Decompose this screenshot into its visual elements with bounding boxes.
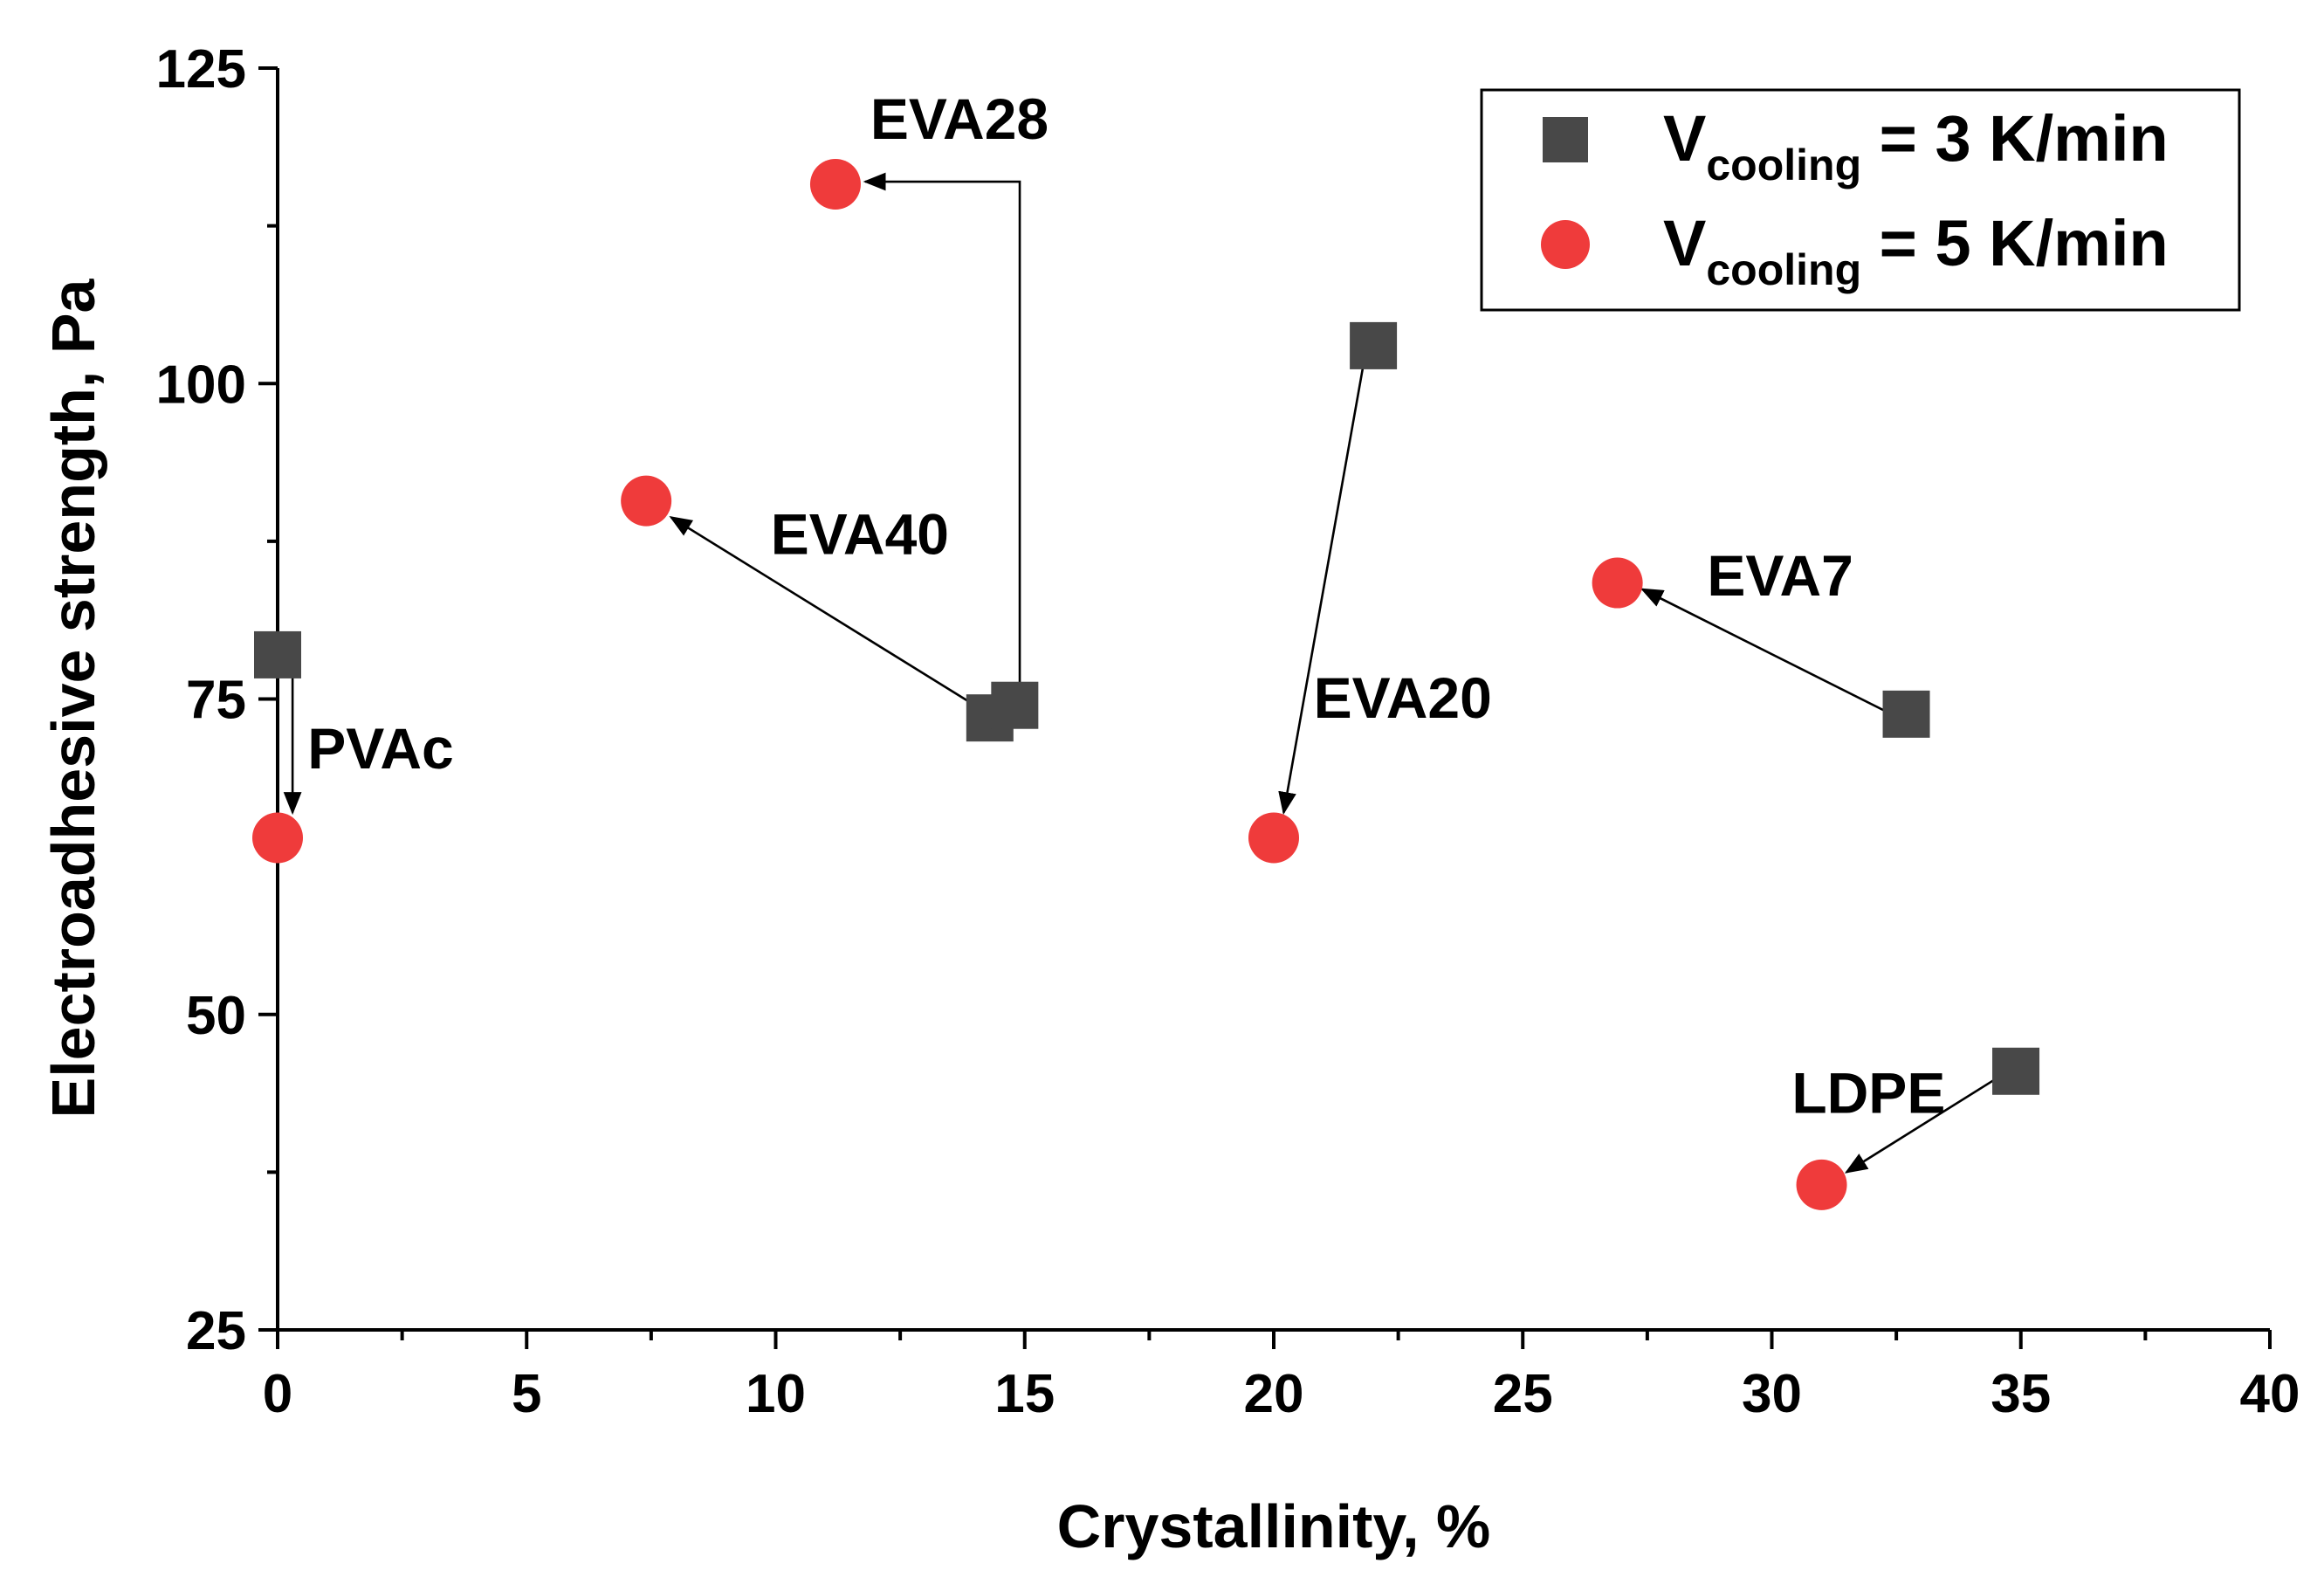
circle-marker	[252, 812, 303, 864]
circle-marker	[621, 475, 672, 527]
square-marker	[1350, 321, 1398, 369]
square-marker	[254, 630, 301, 678]
legend-label: Vcooling = 3 K/min	[1663, 102, 2169, 189]
x-ticks: 0 5 10 15 20 25 30 35 40	[263, 1330, 2300, 1424]
legend: Vcooling = 3 K/min Vcooling = 5 K/min	[1480, 88, 2241, 312]
y-tick-label: 50	[186, 986, 246, 1046]
legend-box	[1480, 88, 2241, 312]
y-axis-label: Electroadhesive strength, Pa	[39, 278, 107, 1118]
annotation-label: EVA20	[1314, 665, 1492, 730]
annotation-label: PVAc	[307, 716, 454, 781]
x-tick-label: 30	[1742, 1364, 1802, 1424]
x-tick-label: 40	[2240, 1364, 2300, 1424]
y-tick-label: 125	[156, 39, 246, 100]
legend-square-marker	[1543, 117, 1588, 162]
circle-marker	[1248, 812, 1299, 864]
square-marker	[1882, 690, 1930, 738]
y-tick-label: 75	[186, 671, 246, 731]
arrow	[1278, 364, 1365, 816]
annotation-label: EVA28	[870, 86, 1049, 151]
x-tick-label: 15	[994, 1364, 1055, 1424]
x-tick-label: 5	[512, 1364, 541, 1424]
annotations: PVAc EVA40 EVA28 EVA20 EVA7 LDPE	[307, 86, 1945, 1126]
square-marker	[1992, 1047, 2040, 1095]
circle-marker	[1592, 557, 1643, 609]
x-tick-label: 0	[263, 1364, 292, 1424]
data-points	[252, 158, 2040, 1210]
circle-marker	[1796, 1159, 1847, 1210]
y-tick-label: 100	[156, 355, 246, 415]
annotation-label: EVA7	[1707, 543, 1853, 608]
arrow	[1640, 588, 1887, 713]
x-tick-label: 25	[1493, 1364, 1553, 1424]
x-axis-label: Crystallinity, %	[1057, 1492, 1491, 1560]
x-tick-label: 35	[1991, 1364, 2051, 1424]
arrows	[283, 172, 1997, 1174]
y-ticks: 25 50 75 100 125	[156, 39, 278, 1361]
x-tick-label: 20	[1244, 1364, 1304, 1424]
arrow	[863, 172, 1021, 687]
arrow	[1844, 1078, 1997, 1174]
circle-marker	[809, 158, 861, 210]
annotation-label: EVA40	[771, 501, 949, 566]
annotation-label: LDPE	[1791, 1060, 1945, 1125]
square-marker	[991, 681, 1039, 729]
legend-circle-marker	[1541, 220, 1590, 269]
x-tick-label: 10	[746, 1364, 806, 1424]
arrow	[669, 516, 976, 706]
y-tick-label: 25	[186, 1301, 246, 1361]
legend-label: Vcooling = 5 K/min	[1663, 207, 2169, 294]
